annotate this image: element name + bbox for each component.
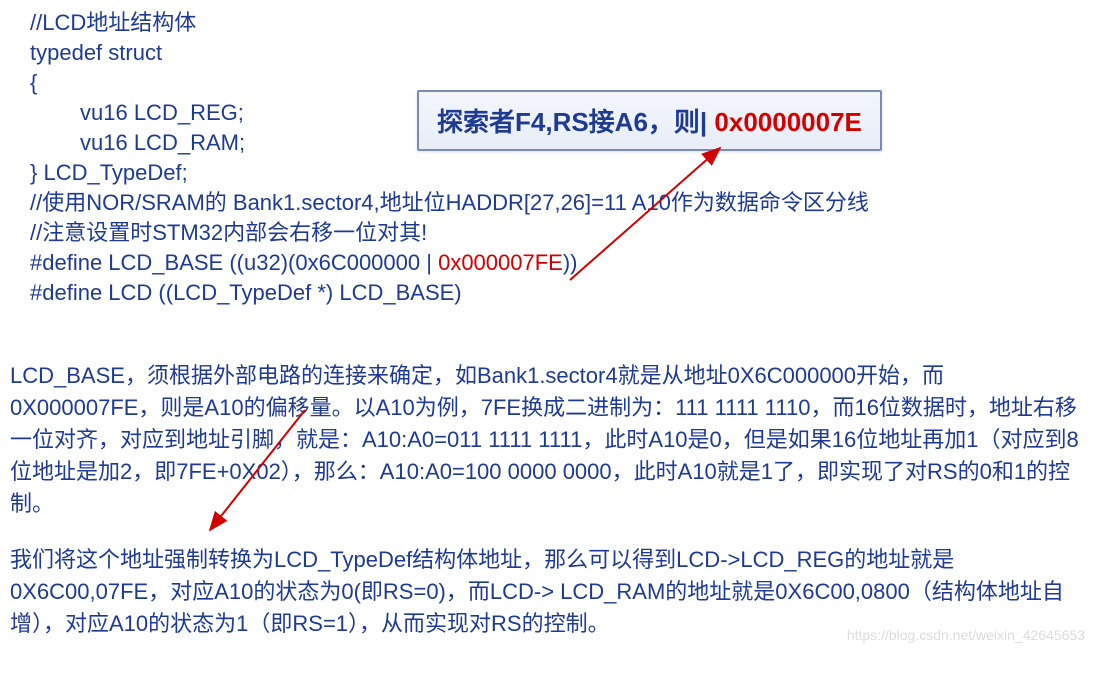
watermark: https://blog.csdn.net/weixin_42645653 [847, 627, 1085, 643]
callout-text: 探索者F4,RS接A6，则| [437, 107, 714, 137]
code-text: )) [563, 250, 578, 275]
paragraph-2: 我们将这个地址强制转换为LCD_TypeDef结构体地址，那么可以得到LCD->… [10, 544, 1085, 640]
code-line: } LCD_TypeDef; [30, 158, 869, 188]
code-block: //LCD地址结构体 typedef struct { vu16 LCD_REG… [30, 8, 869, 308]
code-line: //LCD地址结构体 [30, 8, 869, 38]
callout-highlight: 0x0000007E [714, 107, 861, 137]
callout-box: 探索者F4,RS接A6，则| 0x0000007E [417, 90, 882, 151]
paragraph-1: LCD_BASE，须根据外部电路的连接来确定，如Bank1.sector4就是从… [10, 360, 1085, 520]
code-line: //注意设置时STM32内部会右移一位对其! [30, 218, 869, 248]
code-highlight: 0x000007FE [438, 250, 563, 275]
code-line: #define LCD_BASE ((u32)(0x6C000000 | 0x0… [30, 248, 869, 278]
code-text: #define LCD_BASE ((u32)(0x6C000000 | [30, 250, 438, 275]
code-line: #define LCD ((LCD_TypeDef *) LCD_BASE) [30, 278, 869, 308]
code-line: typedef struct [30, 38, 869, 68]
code-line: //使用NOR/SRAM的 Bank1.sector4,地址位HADDR[27,… [30, 188, 869, 218]
